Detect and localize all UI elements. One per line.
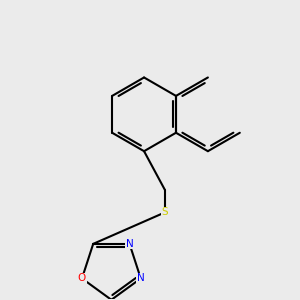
Text: S: S — [161, 207, 168, 218]
Text: N: N — [137, 273, 145, 284]
Text: N: N — [126, 239, 134, 249]
Text: O: O — [78, 273, 86, 284]
